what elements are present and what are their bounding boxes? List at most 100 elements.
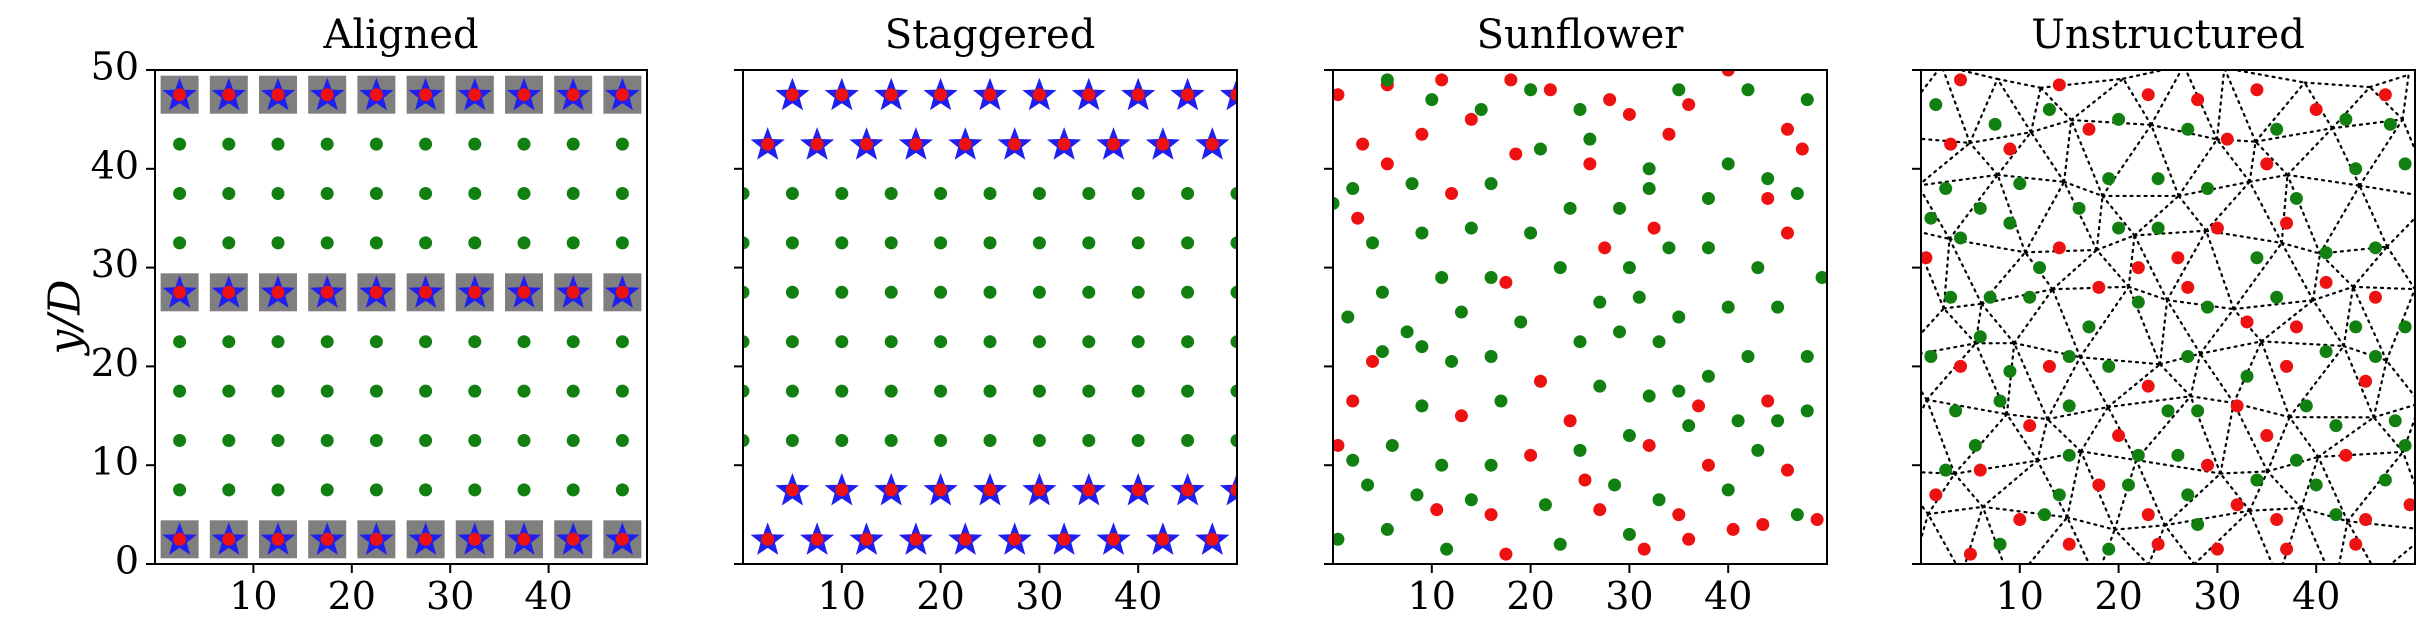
mesh-edge (1996, 77, 2042, 89)
green-point (1230, 384, 1237, 398)
mesh-edge (2095, 234, 2136, 252)
mesh-edge (1925, 398, 1956, 475)
red-point (2191, 93, 2205, 107)
mesh-edge (2199, 307, 2235, 355)
mesh-edge (2133, 194, 2180, 237)
green-point (1181, 285, 1195, 299)
mesh-edge (2331, 85, 2371, 130)
green-point (2171, 448, 2185, 462)
mesh-edge (2254, 140, 2289, 176)
mesh-edge (2300, 455, 2320, 510)
turbine-red-dot (761, 532, 775, 546)
mesh-edge (2070, 118, 2104, 198)
green-point (1333, 196, 1340, 210)
green-point (884, 285, 898, 299)
green-point (1082, 384, 1096, 398)
red-point (2042, 359, 2056, 373)
mesh-edge (2342, 285, 2355, 348)
mesh-edge (2163, 472, 2222, 527)
mesh-edge (2312, 299, 2345, 348)
green-point (2003, 216, 2017, 230)
mesh-edge (1948, 173, 1999, 241)
mesh-edge (2063, 180, 2104, 198)
turbine-red-dot (1107, 532, 1120, 546)
mesh-edge (2070, 118, 2153, 126)
red-point (2403, 498, 2415, 512)
green-point (1375, 285, 1389, 299)
y-tick-label: 30 (91, 242, 139, 286)
turbine-red-dot (419, 285, 433, 299)
turbine-red-dot (271, 285, 285, 299)
green-point (2102, 172, 2116, 186)
red-point (1351, 211, 1365, 225)
green-point (517, 335, 531, 349)
mesh-edge (2177, 180, 2251, 198)
mesh-edge (2286, 127, 2334, 176)
green-point (1366, 236, 1380, 250)
mesh-edge (1968, 77, 1999, 145)
red-point (2052, 241, 2066, 255)
green-point (884, 236, 898, 250)
y-tick-label: 0 (115, 539, 139, 583)
mesh-edge (2127, 285, 2169, 302)
mesh-edge (2005, 413, 2039, 462)
green-point (1181, 434, 1195, 447)
mesh-edge (2219, 470, 2269, 475)
red-point (2349, 537, 2363, 551)
red-point (2359, 374, 2373, 388)
green-point (2013, 177, 2027, 191)
y-tick-label: 20 (91, 341, 139, 385)
green-point (320, 137, 334, 151)
green-point (222, 483, 236, 497)
mesh-edge (2317, 455, 2349, 523)
mesh-edge (2113, 524, 2167, 531)
mesh-edge (1921, 503, 1930, 516)
mesh-edge (1911, 186, 1918, 230)
red-point (1583, 157, 1597, 171)
turbine-red-dot (958, 532, 972, 546)
x-tick-label: 30 (426, 574, 474, 618)
green-point (1608, 478, 1622, 492)
green-point (1445, 354, 1459, 368)
mesh-edge (2317, 450, 2405, 459)
mesh-edge (2024, 180, 2066, 254)
x-tick-label: 20 (2094, 574, 2142, 618)
red-point (2141, 379, 2155, 393)
red-point (1954, 73, 1968, 87)
red-point (1380, 157, 1394, 171)
green-point (884, 335, 898, 349)
x-tick-label: 10 (1408, 574, 1456, 618)
mesh-edge (1921, 512, 1930, 543)
mesh-edge (2266, 455, 2320, 473)
green-point (1435, 270, 1449, 284)
mesh-edge (2079, 356, 2162, 366)
red-point (2171, 251, 2185, 265)
x-tick-label: 10 (818, 574, 866, 618)
turbine-red-dot (615, 88, 629, 102)
mesh-edge (2150, 123, 2180, 198)
mesh-edge (1953, 413, 2009, 475)
mesh-edge (2346, 520, 2373, 564)
mesh-edge (2401, 450, 2415, 489)
green-point (320, 434, 334, 447)
turbine-red-dot (835, 483, 849, 497)
mesh-edge (2280, 241, 2322, 255)
red-point (1346, 394, 1360, 408)
mesh-edge (2039, 86, 2073, 122)
turbine-red-dot (909, 532, 923, 546)
green-point (835, 384, 849, 398)
mesh-edge (2300, 506, 2349, 523)
green-point (1230, 236, 1237, 250)
mesh-edge (2223, 70, 2257, 143)
mesh-edge (1927, 505, 1984, 516)
turbine-red-dot (271, 88, 285, 102)
mesh-edge (1925, 398, 2009, 416)
panel-title-aligned: Aligned (322, 12, 478, 58)
mesh-edge (2303, 81, 2334, 130)
mesh-edge (2079, 450, 2138, 462)
green-point (1380, 73, 1394, 87)
green-point (369, 137, 383, 151)
mesh-edge (2300, 506, 2327, 564)
mesh-edge (2029, 86, 2042, 134)
x-tick-label: 40 (1704, 574, 1752, 618)
